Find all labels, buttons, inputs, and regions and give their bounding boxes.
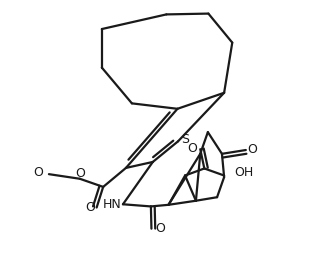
Text: O: O — [248, 143, 257, 156]
Text: O: O — [188, 142, 198, 155]
Text: OH: OH — [234, 166, 254, 179]
Text: O: O — [155, 222, 165, 235]
Text: HN: HN — [103, 198, 121, 211]
Text: S: S — [182, 133, 189, 146]
Text: O: O — [34, 166, 44, 179]
Text: O: O — [76, 167, 85, 180]
Text: O: O — [86, 201, 96, 214]
